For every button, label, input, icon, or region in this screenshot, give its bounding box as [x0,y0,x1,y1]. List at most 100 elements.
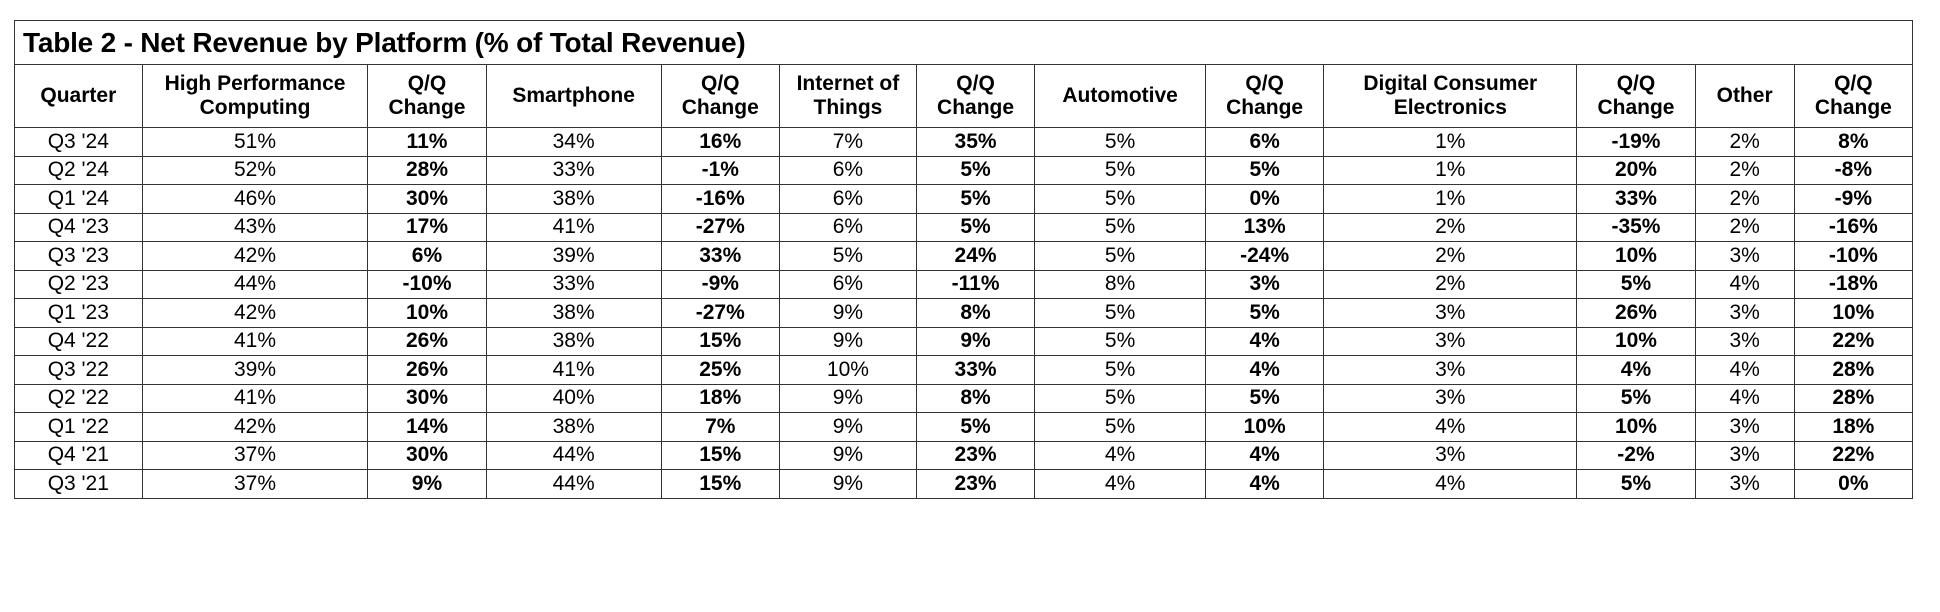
table-row: Q3 '21 37% 9% 44% 15% 9% 23% 4% 4% 4% 5% 3% 0% [14,469,1914,499]
table-cell: -27% [660,212,780,242]
table-cell: 35% [915,127,1036,157]
table-cell: 10% [1576,326,1696,356]
table-cell: 3% [1323,440,1578,470]
table-cell: 9% [778,298,917,328]
table-cell: 2% [1694,155,1795,185]
table-cell: 5% [1205,383,1325,413]
table-cell: 52% [141,155,369,185]
column-header: Quarter [14,64,143,128]
table-cell: 10% [1793,298,1914,328]
quarter-cell: Q3 '21 [14,469,143,499]
table-cell: 5% [1034,184,1207,214]
table-cell: 25% [660,355,780,385]
table-cell: 8% [1034,269,1207,299]
column-header: Q/Q Change [367,64,487,128]
quarter-cell: Q2 '22 [14,383,143,413]
column-header-line: Electronics [1393,96,1507,119]
table-cell: 5% [915,212,1036,242]
column-header-line: Computing [199,96,311,119]
table-cell: 7% [660,412,780,442]
table-cell: -16% [660,184,780,214]
column-header-line: Change [1226,96,1304,119]
quarter-cell: Q2 '24 [14,155,143,185]
table-cell: 43% [141,212,369,242]
table-cell: 5% [1034,412,1207,442]
table-cell: 5% [1034,212,1207,242]
table-cell: 3% [1694,326,1795,356]
table-cell: 28% [367,155,487,185]
column-header-line: Change [937,96,1015,119]
table-cell: 20% [1576,155,1696,185]
table-cell: 4% [1205,326,1325,356]
table-row: Q4 '22 41% 26% 38% 15% 9% 9% 5% 4% 3% 10% 3% 22% [14,326,1914,356]
table-cell: 42% [141,241,369,271]
table-cell: 3% [1323,355,1578,385]
table-cell: 5% [1034,241,1207,271]
table-cell: 9% [778,412,917,442]
table-cell: 4% [1323,469,1578,499]
table-cell: 18% [660,383,780,413]
table-cell: 14% [367,412,487,442]
table-cell: 6% [778,269,917,299]
table-cell: 5% [1034,355,1207,385]
table-cell: -8% [1793,155,1914,185]
table-cell: 5% [1576,383,1696,413]
table-cell: 5% [1034,326,1207,356]
table-cell: 5% [778,241,917,271]
table-cell: 15% [660,469,780,499]
column-header: Automotive [1034,64,1207,128]
column-header-line: Q/Q [956,72,995,95]
table-cell: 9% [367,469,487,499]
column-header: Q/Q Change [1205,64,1325,128]
column-header: Q/Q Change [660,64,780,128]
quarter-cell: Q3 '23 [14,241,143,271]
column-header-line: Q/Q [407,72,447,95]
table-cell: 2% [1323,269,1578,299]
table-cell: 23% [915,440,1036,470]
table-cell: 5% [1034,155,1207,185]
column-header-line: Other [1716,84,1773,107]
table-cell: 5% [915,155,1036,185]
table-cell: 28% [1793,355,1914,385]
table-cell: 42% [141,412,369,442]
table-cell: -24% [1205,241,1325,271]
table-cell: 9% [778,383,917,413]
table-cell: 5% [915,412,1036,442]
table-row: Q1 '22 42% 14% 38% 7% 9% 5% 5% 10% 4% 10% 3% 18% [14,412,1914,442]
quarter-cell: Q3 '22 [14,355,143,385]
table-cell: 4% [1205,355,1325,385]
table-cell: -9% [1793,184,1914,214]
table-cell: -10% [367,269,487,299]
table-row: Q2 '23 44% -10% 33% -9% 6% -11% 8% 3% 2% 5% 4% -18% [14,269,1914,299]
table-cell: 16% [660,127,780,157]
quarter-cell: Q1 '22 [14,412,143,442]
table-cell: 4% [1323,412,1578,442]
table-cell: 13% [1205,212,1325,242]
quarter-cell: Q1 '23 [14,298,143,328]
table-cell: -10% [1793,241,1914,271]
column-header: Q/Q Change [1793,64,1914,128]
table-cell: 6% [1205,127,1325,157]
column-header: Q/Q Change [1576,64,1696,128]
table-cell: 3% [1205,269,1325,299]
table-cell: 10% [1205,412,1325,442]
table-cell: 4% [1034,469,1207,499]
table-cell: 18% [1793,412,1914,442]
table-cell: 11% [367,127,487,157]
table-cell: 9% [915,326,1036,356]
table-cell: 5% [915,184,1036,214]
table-cell: 38% [485,298,662,328]
table-cell: 1% [1323,155,1578,185]
table-cell: 26% [367,326,487,356]
column-header-line: Q/Q [1616,72,1656,95]
column-header-line: Change [681,96,759,119]
table-cell: 5% [1034,298,1207,328]
column-header: High Performance Computing [141,64,369,128]
table-cell: 3% [1323,326,1578,356]
table-cell: 24% [915,241,1036,271]
column-header-line: Change [1597,96,1675,119]
column-header-line: Q/Q [1245,72,1284,95]
table-cell: 8% [1793,127,1914,157]
table-cell: 41% [141,383,369,413]
table-cell: 33% [1576,184,1696,214]
